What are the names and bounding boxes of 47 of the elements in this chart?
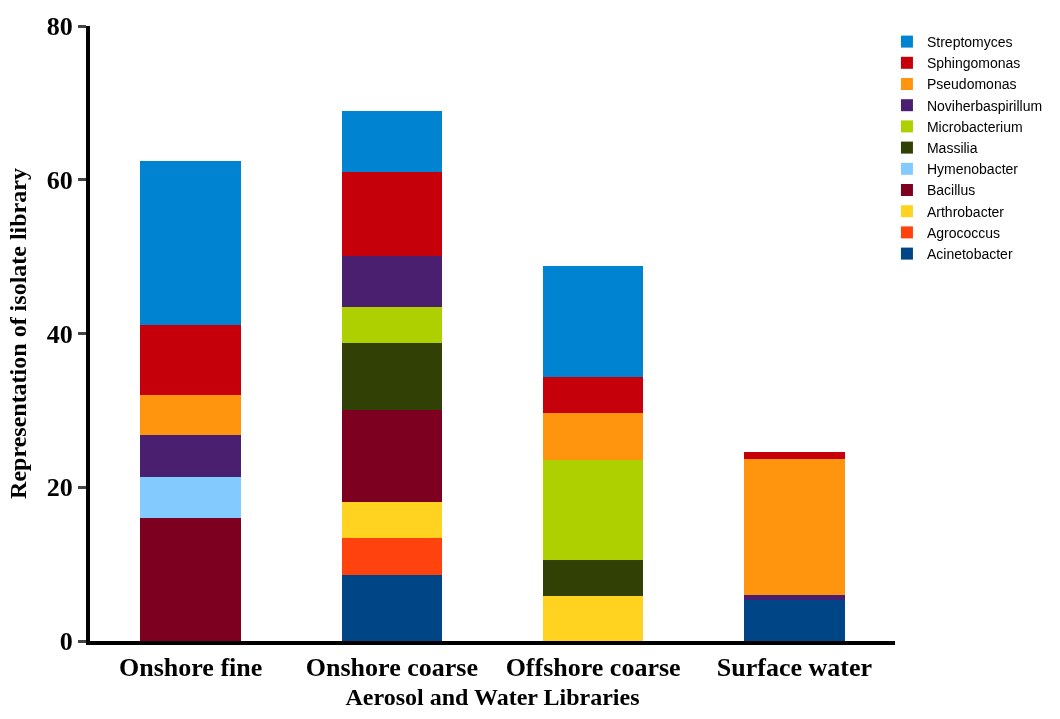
x-axis-title: Aerosol and Water Libraries xyxy=(345,684,640,710)
x-tick-label: Onshore coarse xyxy=(305,653,478,683)
legend-label: Sphingomonas xyxy=(926,55,1021,72)
bar xyxy=(140,518,241,641)
x-tick-label: Onshore fine xyxy=(119,653,263,683)
bar xyxy=(341,501,443,538)
bar xyxy=(341,306,443,343)
x-tick-label: Surface water xyxy=(716,653,872,683)
bar xyxy=(744,451,845,459)
y-axis-title: Representation of isolate library xyxy=(5,168,32,499)
bar xyxy=(542,560,644,597)
bar xyxy=(542,412,644,460)
bar xyxy=(140,395,241,435)
bar xyxy=(542,265,644,377)
y-tick-label: 60 xyxy=(46,165,73,195)
bar xyxy=(140,477,241,518)
bar xyxy=(341,574,443,641)
bar xyxy=(744,594,845,601)
legend-label: Pseudomonas xyxy=(926,76,1017,93)
y-tick-label: 20 xyxy=(46,473,73,503)
bar xyxy=(341,255,443,307)
legend-label: Streptomyces xyxy=(926,34,1013,51)
bar xyxy=(140,325,241,395)
y-tick-label: 0 xyxy=(59,627,73,657)
legend-label: Bacillus xyxy=(926,182,976,199)
bar xyxy=(542,596,644,641)
bar xyxy=(341,410,443,502)
legend-label: Agrococcus xyxy=(926,224,1001,241)
bar xyxy=(341,537,443,575)
bar xyxy=(140,434,241,478)
bar xyxy=(542,459,644,561)
legend-label: Noviherbaspirillum xyxy=(926,97,1043,114)
bar xyxy=(744,600,845,641)
legend-label: Massilia xyxy=(926,140,978,157)
bar xyxy=(341,342,443,411)
y-tick-label: 80 xyxy=(46,12,73,42)
legend-label: Hymenobacter xyxy=(926,161,1019,178)
legend-label: Microbacterium xyxy=(926,118,1023,135)
legend-label: Acinetobacter xyxy=(926,246,1013,263)
bar xyxy=(341,111,443,173)
bar xyxy=(542,376,644,413)
y-tick-label: 40 xyxy=(46,319,73,349)
bar xyxy=(744,458,845,595)
bar xyxy=(341,172,443,256)
x-tick-label: Offshore coarse xyxy=(505,653,681,683)
legend-label: Arthrobacter xyxy=(926,203,1005,220)
bar xyxy=(140,160,241,326)
